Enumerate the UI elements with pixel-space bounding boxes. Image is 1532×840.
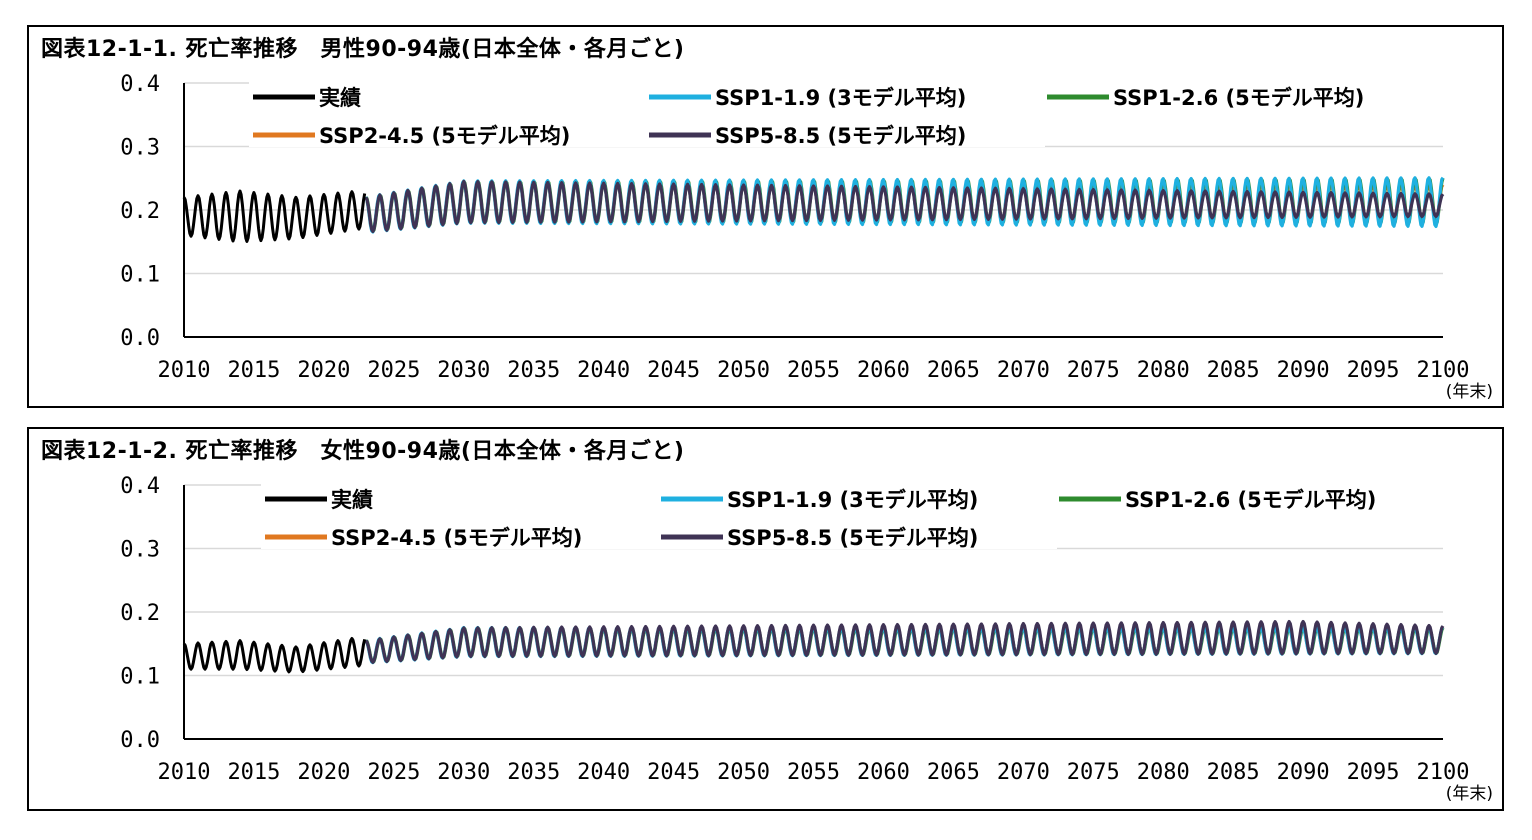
legend-item: SSP1-1.9 (3モデル平均) [645, 79, 1045, 110]
legend-label: SSP5-8.5 (5モデル平均) [715, 124, 966, 148]
legend-bg [249, 117, 649, 147]
series-line-ssp119 [364, 176, 1445, 234]
legend-bg [657, 481, 1057, 511]
chart-title: 図表12-1-2. 死亡率推移 女性90-94歳(日本全体・各月ごと) [41, 439, 685, 464]
x-tick-label: 2075 [1067, 358, 1120, 383]
legend-item: SSP1-2.6 (5モデル平均) [1043, 79, 1443, 110]
y-tick-label: 0.3 [120, 538, 160, 563]
y-tick-label: 0.2 [120, 199, 160, 224]
legend-item: SSP2-4.5 (5モデル平均) [249, 117, 649, 148]
legend-item: SSP5-8.5 (5モデル平均) [645, 117, 1045, 148]
series-line-ssp585 [364, 619, 1445, 664]
y-tick-label: 0.1 [120, 665, 160, 690]
chart-title: 図表12-1-1. 死亡率推移 男性90-94歳(日本全体・各月ごと) [41, 37, 685, 62]
x-tick-label: 2060 [857, 358, 910, 383]
legend-bg [1055, 481, 1455, 511]
y-tick-label: 0.4 [120, 474, 160, 499]
x-tick-label: 2090 [1277, 760, 1330, 785]
x-tick-label: 2030 [437, 760, 490, 785]
chart-panel-male: 図表12-1-1. 死亡率推移 男性90-94歳(日本全体・各月ごと) 0.0 0… [27, 25, 1504, 408]
x-tick-label: 2020 [297, 358, 350, 383]
x-tick-label: 2015 [227, 760, 280, 785]
x-tick-label: 2010 [158, 760, 211, 785]
chart-panel-female: 図表12-1-2. 死亡率推移 女性90-94歳(日本全体・各月ごと) 0.0 0… [27, 427, 1504, 811]
x-tick-label: 2090 [1277, 358, 1330, 383]
x-unit-label: (年末) [1446, 784, 1493, 804]
legend-label: SSP1-1.9 (3モデル平均) [727, 488, 978, 512]
x-tick-label: 2025 [367, 760, 420, 785]
legend-bg [657, 519, 1057, 549]
chart-plot-female: 0.0 0.1 0.2 0.3 0.4 2010 2015 2020 2025 2030 2035 2… [120, 474, 1493, 804]
legend-item: 実績 [261, 481, 661, 512]
x-tick-label: 2080 [1137, 358, 1190, 383]
series-line-actual [182, 189, 367, 243]
series-line-ssp585 [364, 179, 1445, 234]
legend-label: 実績 [319, 86, 361, 110]
legend-item: SSP5-8.5 (5モデル平均) [657, 519, 1057, 550]
x-tick-label: 2010 [158, 358, 211, 383]
x-tick-label: 2080 [1137, 760, 1190, 785]
legend-bg [261, 481, 661, 511]
x-tick-label: 2060 [857, 760, 910, 785]
y-tick-label: 0.0 [120, 728, 160, 753]
x-tick-label: 2075 [1067, 760, 1120, 785]
x-tick-label: 2030 [437, 358, 490, 383]
legend-bg [645, 117, 1045, 147]
x-tick-label: 2095 [1347, 760, 1400, 785]
legend-item: 実績 [249, 79, 649, 110]
legend-bg [249, 79, 649, 109]
x-tick-label: 2070 [997, 760, 1050, 785]
x-tick-label: 2025 [367, 358, 420, 383]
legend-item: SSP1-2.6 (5モデル平均) [1055, 481, 1455, 512]
legend-label: SSP1-2.6 (5モデル平均) [1113, 86, 1364, 110]
legend-bg [1043, 79, 1443, 109]
y-tick-label: 0.4 [120, 72, 160, 97]
legend-label: SSP1-2.6 (5モデル平均) [1125, 488, 1376, 512]
x-tick-label: 2065 [927, 760, 980, 785]
legend-label: SSP1-1.9 (3モデル平均) [715, 86, 966, 110]
legend-label: SSP2-4.5 (5モデル平均) [319, 124, 570, 148]
legend-label: 実績 [331, 488, 373, 512]
x-tick-label: 2055 [787, 358, 840, 383]
x-tick-label: 2045 [647, 760, 700, 785]
x-tick-label: 2050 [717, 760, 770, 785]
x-tick-label: 2070 [997, 358, 1050, 383]
legend-bg [645, 79, 1045, 109]
x-tick-label: 2095 [1347, 358, 1400, 383]
legend-item: SSP2-4.5 (5モデル平均) [261, 519, 661, 550]
series-line-actual [182, 637, 367, 674]
x-tick-label: 2015 [227, 358, 280, 383]
x-tick-label: 2100 [1417, 760, 1470, 785]
legend-label: SSP2-4.5 (5モデル平均) [331, 526, 582, 550]
legend-bg [261, 519, 661, 549]
x-tick-label: 2065 [927, 358, 980, 383]
y-tick-label: 0.2 [120, 601, 160, 626]
y-tick-label: 0.3 [120, 136, 160, 161]
x-tick-label: 2050 [717, 358, 770, 383]
y-tick-label: 0.1 [120, 263, 160, 288]
chart-plot-male: 0.0 0.1 0.2 0.3 0.4 2010 2015 2020 2025 2030 2035 2… [120, 72, 1493, 402]
x-tick-label: 2100 [1417, 358, 1470, 383]
x-tick-label: 2055 [787, 760, 840, 785]
x-tick-label: 2040 [577, 760, 630, 785]
x-tick-label: 2035 [507, 358, 560, 383]
legend-item: SSP1-1.9 (3モデル平均) [657, 481, 1057, 512]
x-tick-label: 2035 [507, 760, 560, 785]
x-tick-label: 2040 [577, 358, 630, 383]
x-unit-label: (年末) [1446, 382, 1493, 402]
x-tick-label: 2085 [1207, 760, 1260, 785]
x-tick-label: 2085 [1207, 358, 1260, 383]
x-tick-label: 2045 [647, 358, 700, 383]
legend-label: SSP5-8.5 (5モデル平均) [727, 526, 978, 550]
x-tick-label: 2020 [297, 760, 350, 785]
y-tick-label: 0.0 [120, 326, 160, 351]
